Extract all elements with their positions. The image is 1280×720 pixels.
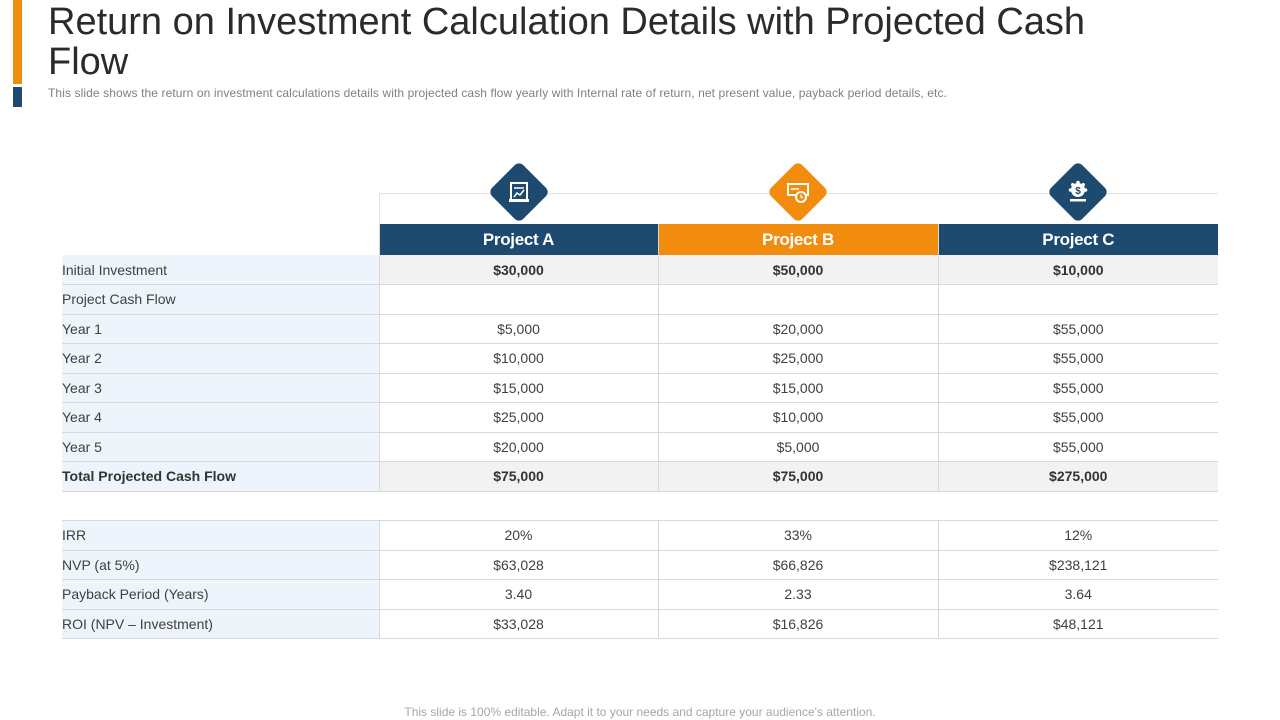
row-label: Year 1 bbox=[62, 314, 379, 344]
row-label: Year 2 bbox=[62, 343, 379, 374]
cell-project-b: $75,000 bbox=[657, 461, 938, 492]
header-blank-cell bbox=[62, 224, 379, 255]
cell-project-a bbox=[378, 284, 658, 315]
row-label: Year 5 bbox=[62, 432, 379, 462]
table-row-project-cash-flow: Project Cash Flow bbox=[62, 284, 1218, 315]
table-row-year-4: Year 4 $25,000 $10,000 $55,000 bbox=[62, 402, 1218, 433]
cell-project-a: $5,000 bbox=[378, 314, 658, 344]
cell-project-c: $55,000 bbox=[937, 343, 1218, 374]
table-row-year-1: Year 1 $5,000 $20,000 $55,000 bbox=[62, 314, 1218, 344]
cell-project-c: $10,000 bbox=[937, 255, 1218, 285]
cell-project-a: $63,028 bbox=[378, 550, 658, 580]
row-label: Total Projected Cash Flow bbox=[62, 461, 379, 492]
cell-project-a: 20% bbox=[378, 520, 658, 551]
roi-table: Project A Project B Project C Initial In… bbox=[62, 224, 1218, 639]
table-spacer-row bbox=[62, 491, 1218, 521]
row-label: Project Cash Flow bbox=[62, 284, 379, 315]
cell-project-b: 2.33 bbox=[657, 579, 938, 610]
header-project-a: Project A bbox=[378, 224, 658, 255]
row-label: IRR bbox=[62, 520, 379, 551]
cell-project-b: $16,826 bbox=[657, 609, 938, 639]
row-label: Year 3 bbox=[62, 373, 379, 403]
money-bill-clock-icon bbox=[767, 161, 829, 223]
footer-note: This slide is 100% editable. Adapt it to… bbox=[404, 705, 876, 719]
table-row-year-2: Year 2 $10,000 $25,000 $55,000 bbox=[62, 343, 1218, 374]
accent-bar-orange bbox=[13, 0, 22, 84]
cell-project-a: $75,000 bbox=[378, 461, 658, 492]
dollar-gear-icon: $ bbox=[1047, 161, 1109, 223]
cell-project-b: $66,826 bbox=[657, 550, 938, 580]
row-label: Initial Investment bbox=[62, 255, 379, 285]
cell-project-b: $20,000 bbox=[657, 314, 938, 344]
page-title: Return on Investment Calculation Details… bbox=[48, 1, 1086, 83]
cell-project-a: 3.40 bbox=[378, 579, 658, 610]
cell-project-b: $10,000 bbox=[657, 402, 938, 433]
cell-project-b: $50,000 bbox=[657, 255, 938, 285]
cell-project-c: 3.64 bbox=[937, 579, 1218, 610]
table-row-irr: IRR 20% 33% 12% bbox=[62, 520, 1218, 551]
cell-project-b: 33% bbox=[657, 520, 938, 551]
cell-project-b: $15,000 bbox=[657, 373, 938, 403]
table-row-nvp: NVP (at 5%) $63,028 $66,826 $238,121 bbox=[62, 550, 1218, 580]
cell-project-c: 12% bbox=[937, 520, 1218, 551]
cell-project-c bbox=[937, 284, 1218, 315]
page-subtitle: This slide shows the return on investmen… bbox=[48, 86, 947, 100]
cell-project-c: $55,000 bbox=[937, 402, 1218, 433]
cell-project-c: $48,121 bbox=[937, 609, 1218, 639]
cell-project-b: $5,000 bbox=[657, 432, 938, 462]
cell-project-c: $55,000 bbox=[937, 373, 1218, 403]
cell-project-c: $275,000 bbox=[937, 461, 1218, 492]
table-row-roi: ROI (NPV – Investment) $33,028 $16,826 $… bbox=[62, 609, 1218, 639]
row-label: Payback Period (Years) bbox=[62, 579, 379, 610]
cell-project-c: $238,121 bbox=[937, 550, 1218, 580]
header-project-b: Project B bbox=[657, 224, 938, 255]
cell-project-a: $15,000 bbox=[378, 373, 658, 403]
row-label: Year 4 bbox=[62, 402, 379, 433]
cell-project-a: $25,000 bbox=[378, 402, 658, 433]
table-row-initial-investment: Initial Investment $30,000 $50,000 $10,0… bbox=[62, 255, 1218, 285]
svg-text:$: $ bbox=[1075, 186, 1081, 197]
row-label: NVP (at 5%) bbox=[62, 550, 379, 580]
cell-project-b bbox=[657, 284, 938, 315]
accent-bar-blue bbox=[13, 87, 22, 107]
cell-project-c: $55,000 bbox=[937, 314, 1218, 344]
cell-project-a: $30,000 bbox=[378, 255, 658, 285]
table-row-total: Total Projected Cash Flow $75,000 $75,00… bbox=[62, 461, 1218, 492]
table-header-row: Project A Project B Project C bbox=[62, 224, 1218, 255]
table-row-payback: Payback Period (Years) 3.40 2.33 3.64 bbox=[62, 579, 1218, 610]
cell-project-b: $25,000 bbox=[657, 343, 938, 374]
cell-project-a: $10,000 bbox=[378, 343, 658, 374]
cell-project-c: $55,000 bbox=[937, 432, 1218, 462]
document-chart-icon bbox=[488, 161, 550, 223]
cell-project-a: $20,000 bbox=[378, 432, 658, 462]
table-row-year-5: Year 5 $20,000 $5,000 $55,000 bbox=[62, 432, 1218, 462]
header-project-c: Project C bbox=[937, 224, 1218, 255]
table-row-year-3: Year 3 $15,000 $15,000 $55,000 bbox=[62, 373, 1218, 403]
cell-project-a: $33,028 bbox=[378, 609, 658, 639]
row-label: ROI (NPV – Investment) bbox=[62, 609, 379, 639]
